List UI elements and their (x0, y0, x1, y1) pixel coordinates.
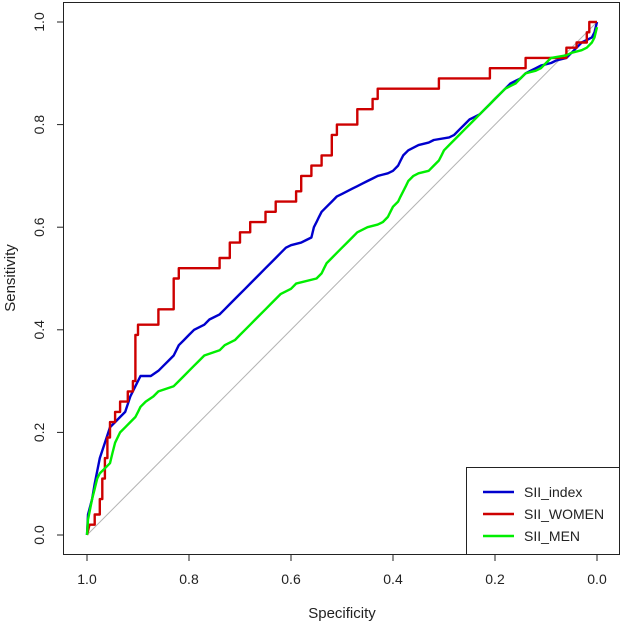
y-axis-title: Sensitivity (2, 244, 19, 312)
reference-line-layer (86, 21, 598, 536)
series-line-sii-index (85, 21, 599, 536)
x-axis-title: Specificity (308, 605, 376, 622)
legend-box (466, 467, 620, 555)
y-tick-label: 1.0 (31, 12, 47, 32)
y-tick-label: 0.4 (31, 320, 47, 340)
legend-label: SII_index (524, 484, 582, 500)
x-tick-label: 0.4 (383, 571, 403, 587)
series-line-sii-women (85, 20, 597, 536)
y-tick-label: 0.2 (31, 422, 47, 442)
x-tick-label: 0.2 (485, 571, 505, 587)
y-tick-label: 0.0 (31, 525, 47, 545)
legend-label: SII_WOMEN (524, 506, 604, 522)
y-tick-label: 0.8 (31, 115, 47, 135)
reference-diagonal (86, 21, 598, 536)
y-axis: 0.0 0.2 0.4 0.6 0.8 1.0 (31, 12, 64, 545)
x-tick-label: 1.0 (77, 571, 97, 587)
legend: SII_index SII_WOMEN SII_MEN (466, 467, 620, 555)
series-line-sii-men (85, 26, 599, 536)
y-tick-label: 0.6 (31, 217, 47, 237)
x-tick-label: 0.6 (281, 571, 301, 587)
x-axis: 1.0 0.8 0.6 0.4 0.2 0.0 (77, 554, 607, 587)
legend-label: SII_MEN (524, 528, 580, 544)
series-layer (85, 20, 599, 536)
x-tick-label: 0.8 (179, 571, 199, 587)
x-tick-label: 0.0 (587, 571, 607, 587)
